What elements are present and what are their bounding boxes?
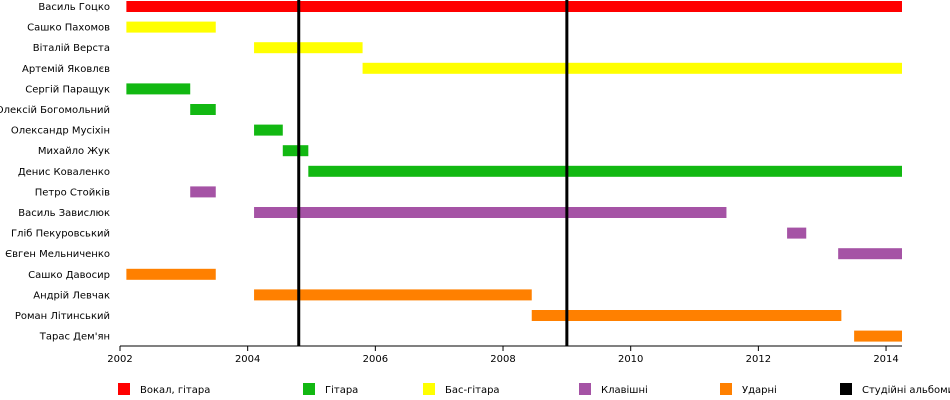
bar-9-0-keys (190, 186, 216, 198)
membership-bars (126, 1, 903, 342)
bar-5-0-guitar (190, 104, 216, 115)
member-name-1: Сашко Пахомов (27, 23, 110, 34)
member-name-3: Артемій Яковлєв (22, 63, 110, 75)
bar-7-0-guitar (282, 145, 309, 157)
legend-label-vocal_guitar: Вокал, гітара (140, 384, 210, 396)
member-name-15: Роман Літинський (15, 310, 110, 322)
member-name-6: Олександр Мусіхін (11, 125, 110, 137)
legend: Вокал, гітара Гітара Бас-гітара Клавішні Уда… (118, 383, 950, 396)
member-name-16: Тарас Дем'ян (39, 332, 110, 343)
bar-13-0-drums (126, 268, 216, 280)
legend-label-drums: Ударні (742, 384, 777, 396)
x-tick-label-2008: 2008 (490, 354, 515, 365)
member-names: Василь Гоцко Сашко Пахомов Віталій Верста А… (0, 2, 110, 343)
x-tick-label-2006: 2006 (363, 354, 388, 365)
bar-0-0-vocal_guitar (126, 1, 903, 12)
legend-swatch-vocal_guitar (118, 383, 130, 395)
member-name-7: Михайло Жук (38, 146, 110, 157)
legend-label-keys: Клавішні (601, 384, 648, 396)
member-name-5: Олексій Богомольний (0, 104, 110, 116)
legend-swatch-keys (579, 383, 591, 395)
bar-6-0-guitar (254, 124, 283, 136)
bar-4-0-guitar (126, 83, 191, 95)
x-tick-label-2012: 2012 (746, 354, 771, 365)
member-name-0: Василь Гоцко (38, 2, 110, 13)
x-axis: 2002 2004 2006 2008 2010 2012 2014 (107, 345, 902, 365)
member-name-13: Сашко Давосир (28, 270, 110, 281)
bar-11-0-keys (787, 227, 807, 239)
bar-14-0-drums (254, 289, 532, 301)
bar-3-0-bass (362, 62, 902, 74)
member-name-8: Денис Коваленко (18, 167, 110, 178)
member-name-2: Віталій Верста (33, 42, 110, 54)
member-name-9: Петро Стойків (35, 186, 110, 198)
member-name-12: Євген Мельниченко (5, 249, 110, 260)
member-name-4: Сергій Паращук (25, 83, 110, 95)
bar-8-0-guitar (308, 165, 902, 177)
member-name-14: Андрій Левчак (33, 289, 110, 301)
legend-swatch-guitar (303, 383, 315, 395)
bar-16-0-drums (854, 330, 902, 342)
legend-label-guitar: Гітара (325, 384, 358, 396)
x-tick-label-2004: 2004 (235, 354, 260, 365)
album-lines (297, 0, 569, 346)
x-tick-label-2002: 2002 (107, 354, 132, 365)
bar-12-0-keys (838, 248, 902, 260)
bar-15-0-drums (531, 310, 842, 321)
bar-10-0-keys (254, 207, 727, 218)
x-tick-label-2010: 2010 (618, 354, 643, 365)
legend-swatch-bass (423, 383, 435, 395)
legend-swatch-drums (720, 383, 732, 395)
legend-label-album: Студійні альбоми (862, 384, 950, 396)
legend-label-bass: Бас-гітара (445, 384, 500, 396)
x-tick-label-2014: 2014 (873, 354, 898, 365)
member-name-11: Гліб Пекуровський (11, 228, 110, 240)
bar-2-0-bass (254, 42, 363, 54)
legend-swatch-album (840, 383, 852, 395)
bar-1-0-bass (126, 21, 216, 33)
member-name-10: Василь Завислюк (18, 208, 110, 219)
